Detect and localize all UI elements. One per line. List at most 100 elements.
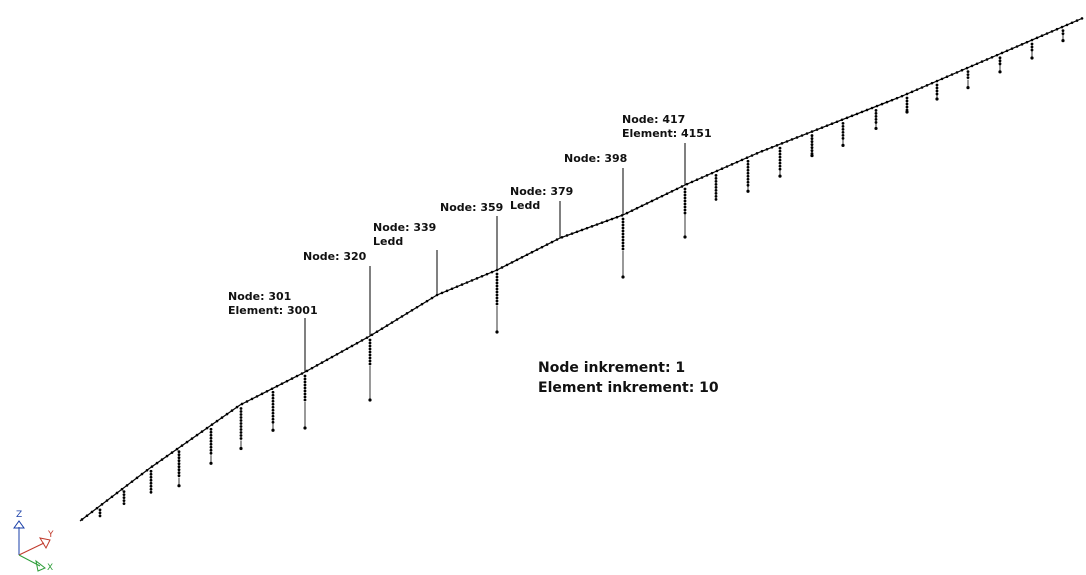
pylon-node: [123, 499, 126, 502]
pylon-node: [779, 159, 782, 162]
model-view: Node: 301 Element: 3001 Node: 320 Node: …: [0, 0, 1086, 575]
deck-node: [866, 109, 869, 112]
pylon-node: [622, 218, 625, 221]
deck-node: [991, 56, 994, 59]
deck-node: [416, 306, 419, 309]
pylon-node: [496, 279, 499, 282]
pylon-node: [304, 399, 307, 402]
deck-node: [1036, 37, 1039, 40]
joint-label: Ledd: [373, 235, 403, 248]
pylon-node: [150, 482, 153, 485]
y-axis: [19, 543, 44, 555]
pylon-node: [715, 186, 718, 189]
deck-node: [886, 101, 889, 104]
deck-node: [871, 107, 874, 110]
deck-node: [556, 238, 559, 241]
pylon-node: [496, 273, 499, 276]
deck-node: [941, 78, 944, 81]
deck-node: [476, 277, 479, 280]
deck-node: [706, 174, 709, 177]
model-geometry: [80, 17, 1083, 521]
deck-node: [186, 441, 189, 444]
pylon-node: [240, 437, 243, 440]
deck-node: [671, 190, 674, 193]
pylon-foot: [905, 110, 908, 113]
deck-node: [1001, 52, 1004, 55]
deck-node: [381, 327, 384, 330]
deck-node: [471, 279, 474, 282]
deck-node: [361, 339, 364, 342]
deck-node: [1056, 28, 1059, 31]
deck-node: [431, 297, 434, 300]
pylon-node: [150, 488, 153, 491]
pylon-node: [369, 357, 372, 360]
pylon-foot: [495, 330, 498, 333]
pylon-node: [779, 168, 782, 171]
pylon-node: [875, 118, 878, 121]
deck-node: [156, 462, 159, 465]
element-label: Element: 3001: [228, 304, 318, 317]
pylon-foot: [998, 70, 1001, 73]
deck-node: [876, 105, 879, 108]
pylon-node: [150, 485, 153, 488]
pylon-node: [369, 363, 372, 366]
pylon-node: [369, 345, 372, 348]
deck-node: [161, 458, 164, 461]
pylon-node: [906, 103, 909, 106]
pylon-node: [99, 514, 102, 517]
deck-node: [966, 67, 969, 70]
pylon-node: [747, 163, 750, 166]
pylon-node: [715, 174, 718, 177]
pylon-node: [240, 413, 243, 416]
deck-node: [246, 400, 249, 403]
pylon-node: [210, 437, 213, 440]
deck-node: [631, 209, 634, 212]
deck-node: [481, 275, 484, 278]
deck-node: [1021, 43, 1024, 46]
pylon-node: [779, 150, 782, 153]
pylon-node: [715, 192, 718, 195]
deck-node: [711, 172, 714, 175]
pylon-node: [178, 450, 181, 453]
pylon-node: [272, 400, 275, 403]
deck-node: [1011, 47, 1014, 50]
deck-node: [331, 356, 334, 359]
deck-node: [766, 148, 769, 151]
pylon-node: [967, 70, 970, 73]
deck-node: [696, 178, 699, 181]
pylon-node: [304, 396, 307, 399]
pylon-node: [240, 419, 243, 422]
deck-node: [456, 285, 459, 288]
deck-node: [726, 165, 729, 168]
pylon-node: [304, 375, 307, 378]
pylon-node: [936, 87, 939, 90]
pylon-node: [684, 191, 687, 194]
pylon-node: [178, 462, 181, 465]
deck-node: [721, 167, 724, 170]
deck-node: [676, 188, 679, 191]
deck-node: [446, 290, 449, 293]
deck-node: [91, 511, 94, 514]
pylon-node: [684, 203, 687, 206]
x-label: X: [47, 563, 53, 573]
deck-node: [376, 330, 379, 333]
deck-node: [716, 170, 719, 173]
pylon-node: [811, 140, 814, 143]
deck-node: [546, 243, 549, 246]
deck-node: [956, 71, 959, 74]
deck-node: [756, 152, 759, 155]
pylon-node: [240, 416, 243, 419]
deck-node: [861, 111, 864, 114]
pylon-node: [150, 476, 153, 479]
pylon-node: [123, 502, 126, 505]
deck-node: [521, 256, 524, 259]
pylon-node: [304, 390, 307, 393]
pylon-node: [272, 403, 275, 406]
pylon-node: [304, 381, 307, 384]
deck-node: [566, 234, 569, 237]
deck-node: [586, 227, 589, 230]
deck-node: [856, 113, 859, 116]
pylon-node: [496, 288, 499, 291]
deck-node: [231, 409, 234, 412]
deck-node: [321, 361, 324, 364]
